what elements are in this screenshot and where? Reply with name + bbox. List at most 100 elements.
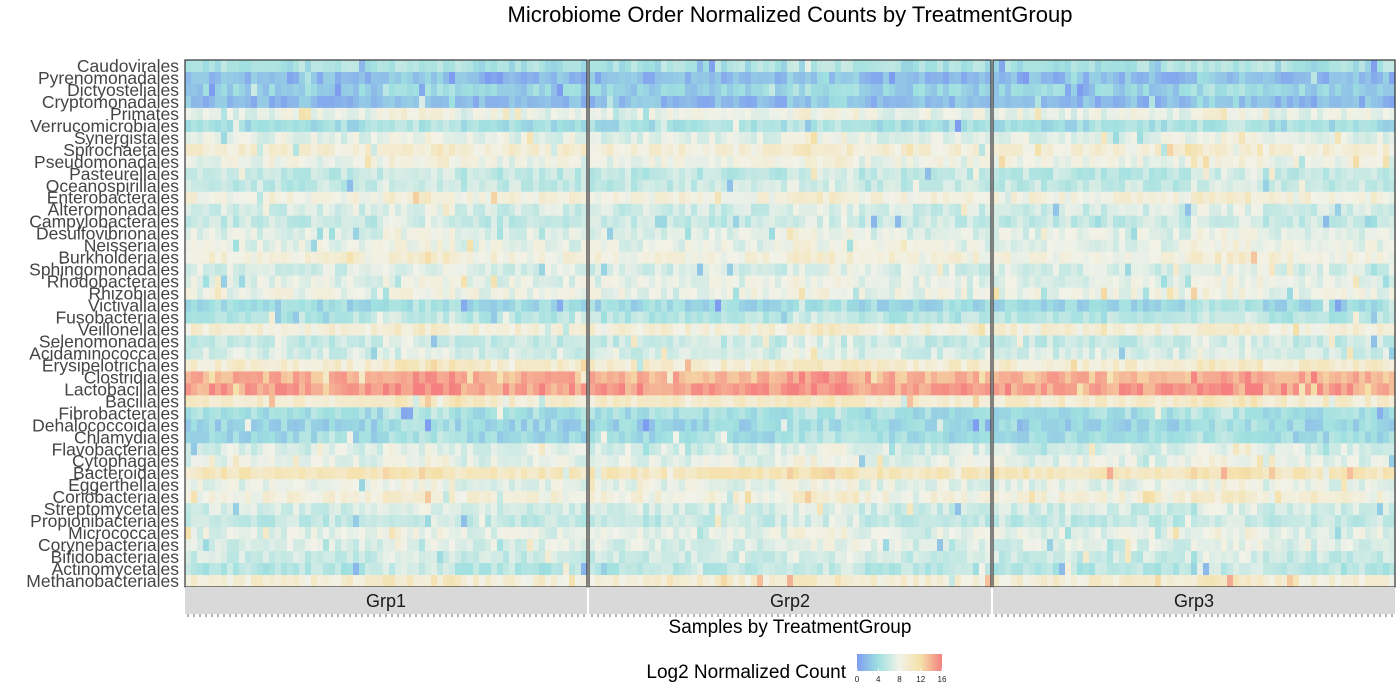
heatmap-cell xyxy=(775,227,782,241)
heatmap-cell xyxy=(551,383,558,396)
heatmap-cell xyxy=(533,191,540,205)
heatmap-cell xyxy=(395,455,402,468)
heatmap-cell xyxy=(419,107,426,121)
heatmap-cell xyxy=(353,563,360,576)
heatmap-cell xyxy=(197,83,204,97)
heatmap-cell xyxy=(527,527,534,540)
heatmap-cell xyxy=(661,60,668,73)
heatmap-cell xyxy=(395,527,402,540)
heatmap-cell xyxy=(329,371,336,384)
heatmap-cell xyxy=(401,395,408,408)
heatmap-cell xyxy=(793,191,800,205)
heatmap-cell xyxy=(251,203,258,217)
heatmap-cell xyxy=(467,323,474,336)
heatmap-cell xyxy=(685,311,692,324)
heatmap-cell xyxy=(569,60,576,73)
heatmap-cell xyxy=(329,60,336,73)
heatmap-cell xyxy=(203,311,210,324)
heatmap-cell xyxy=(545,467,552,480)
heatmap-cell xyxy=(197,239,204,253)
heatmap-cell xyxy=(781,60,788,73)
heatmap-cell xyxy=(661,311,668,324)
heatmap-cell xyxy=(895,71,902,85)
heatmap-cell xyxy=(679,227,686,241)
heatmap-cell xyxy=(955,215,962,229)
heatmap-cell xyxy=(491,287,498,300)
heatmap-cell xyxy=(919,251,926,265)
heatmap-cell xyxy=(203,395,210,408)
heatmap-cell xyxy=(631,239,638,253)
heatmap-cell xyxy=(793,383,800,396)
heatmap-cell xyxy=(949,335,956,348)
heatmap-cell xyxy=(227,431,234,444)
heatmap-cell xyxy=(215,95,222,109)
heatmap-cell xyxy=(287,335,294,348)
heatmap-cell xyxy=(973,60,980,73)
heatmap-cell xyxy=(269,227,276,241)
heatmap-cell xyxy=(251,179,258,193)
heatmap-cell xyxy=(733,323,740,336)
heatmap-cell xyxy=(551,335,558,348)
heatmap-cell xyxy=(841,179,848,193)
heatmap-cell xyxy=(949,395,956,408)
heatmap-cell xyxy=(919,131,926,145)
heatmap-cell xyxy=(575,455,582,468)
heatmap-cell xyxy=(961,215,968,229)
heatmap-cell xyxy=(425,179,432,193)
heatmap-cell xyxy=(503,431,510,444)
heatmap-cell xyxy=(419,143,426,157)
heatmap-cell xyxy=(805,371,812,384)
heatmap-cell xyxy=(365,527,372,540)
heatmap-cell xyxy=(449,419,456,432)
heatmap-cell xyxy=(341,239,348,253)
heatmap-cell xyxy=(901,71,908,85)
heatmap-cell xyxy=(323,467,330,480)
heatmap-cell xyxy=(425,503,432,516)
heatmap-cell xyxy=(329,251,336,265)
heatmap-cell xyxy=(569,131,576,145)
heatmap-cell xyxy=(473,563,480,576)
heatmap-cell xyxy=(437,323,444,336)
heatmap-cell xyxy=(257,143,264,157)
heatmap-cell xyxy=(191,503,198,516)
heatmap-cell xyxy=(673,263,680,276)
heatmap-cell xyxy=(643,107,650,121)
heatmap-cell xyxy=(395,515,402,528)
heatmap-cell xyxy=(703,215,710,229)
heatmap-cell xyxy=(829,179,836,193)
heatmap-cell xyxy=(383,407,390,420)
heatmap-cell xyxy=(425,443,432,456)
heatmap-cell xyxy=(449,179,456,193)
heatmap-cell xyxy=(407,383,414,396)
heatmap-cell xyxy=(595,179,602,193)
heatmap-cell xyxy=(895,83,902,97)
heatmap-cell xyxy=(209,527,216,540)
heatmap-cell xyxy=(685,60,692,73)
heatmap-cell xyxy=(811,311,818,324)
heatmap-cell xyxy=(769,107,776,121)
heatmap-cell xyxy=(341,287,348,300)
heatmap-cell xyxy=(365,95,372,109)
heatmap-cell xyxy=(817,107,824,121)
heatmap-cell xyxy=(781,335,788,348)
heatmap-cell xyxy=(335,155,342,169)
heatmap-cell xyxy=(215,287,222,300)
heatmap-cell xyxy=(401,107,408,121)
heatmap-cell xyxy=(793,335,800,348)
heatmap-cell xyxy=(865,239,872,253)
heatmap-cell xyxy=(257,71,264,85)
heatmap-cell xyxy=(263,491,270,504)
heatmap-cell xyxy=(209,551,216,564)
heatmap-cell xyxy=(655,275,662,288)
heatmap-cell xyxy=(329,431,336,444)
heatmap-cell xyxy=(913,371,920,384)
heatmap-cell xyxy=(581,371,588,384)
heatmap-cell xyxy=(595,95,602,109)
heatmap-cell xyxy=(799,119,806,133)
heatmap-cell xyxy=(739,287,746,300)
heatmap-cell xyxy=(305,347,312,360)
heatmap-cell xyxy=(257,83,264,97)
heatmap-cell xyxy=(503,479,510,492)
heatmap-cell xyxy=(377,167,384,181)
heatmap-cell xyxy=(907,71,914,85)
